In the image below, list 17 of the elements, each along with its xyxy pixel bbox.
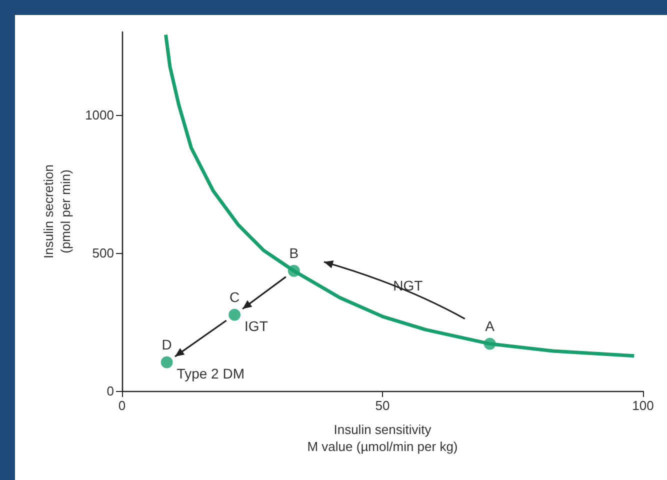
x-tick-label: 0 bbox=[118, 398, 126, 413]
y-tick-label: 0 bbox=[106, 384, 114, 398]
annotation: A bbox=[485, 318, 496, 334]
y-tick-label: 1000 bbox=[85, 107, 114, 122]
y-axis-title: Insulin secretion (pmol per min) bbox=[41, 164, 74, 258]
x-tick-label: 100 bbox=[632, 398, 654, 413]
point bbox=[228, 308, 241, 321]
x-axis-title: Insulin sensitivity M value (µmol/min per kg) bbox=[307, 422, 458, 454]
annotation: IGT bbox=[244, 318, 268, 334]
annotation: C bbox=[229, 288, 240, 305]
annotation: Type 2 DM bbox=[176, 365, 245, 382]
annotation: D bbox=[162, 336, 172, 352]
y-tick-label: 500 bbox=[92, 245, 114, 260]
x-tick-label: 50 bbox=[375, 398, 390, 413]
line-series bbox=[164, 33, 636, 358]
point bbox=[160, 356, 173, 368]
annotation: B bbox=[289, 244, 299, 261]
